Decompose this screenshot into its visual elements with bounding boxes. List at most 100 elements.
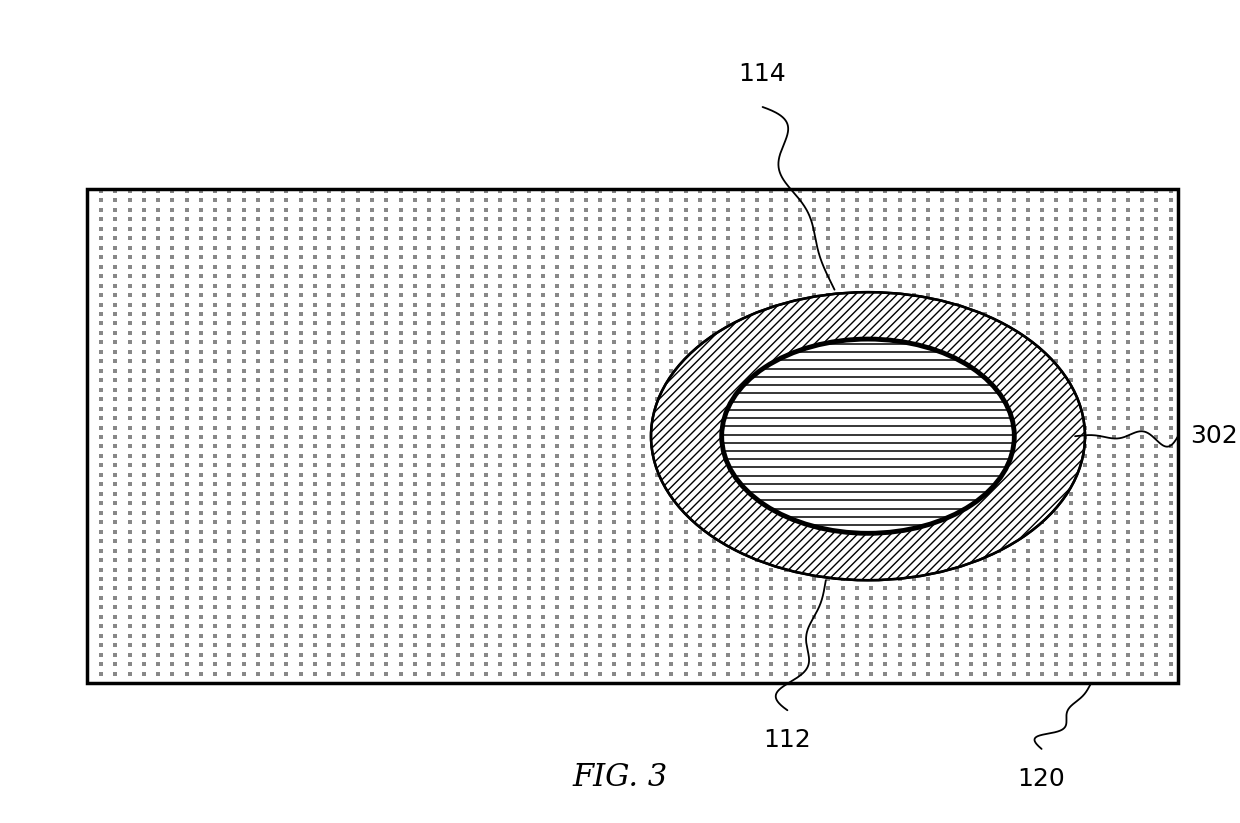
Point xyxy=(248,572,268,585)
Point xyxy=(219,430,239,444)
Point xyxy=(590,212,610,226)
Point xyxy=(1089,421,1109,434)
Point xyxy=(1003,298,1023,311)
Point xyxy=(689,193,709,207)
Point xyxy=(961,649,981,662)
Point xyxy=(362,374,382,387)
Point xyxy=(1146,374,1166,387)
Point xyxy=(704,412,724,425)
Point xyxy=(233,535,253,548)
Point xyxy=(533,412,553,425)
Point xyxy=(718,553,738,566)
Point xyxy=(448,345,467,358)
Point xyxy=(661,279,681,292)
Point xyxy=(718,535,738,548)
Point xyxy=(1003,279,1023,292)
Point xyxy=(1161,355,1180,368)
Point xyxy=(990,620,1009,633)
Point xyxy=(391,487,410,500)
Point xyxy=(334,402,353,415)
Point xyxy=(875,222,895,235)
Point xyxy=(932,279,952,292)
Point xyxy=(376,222,396,235)
Point xyxy=(490,288,510,301)
Point xyxy=(775,184,795,198)
Point xyxy=(205,279,226,292)
Point xyxy=(1032,582,1052,595)
Point xyxy=(419,449,439,463)
Point xyxy=(490,374,510,387)
Point xyxy=(575,544,595,557)
Point xyxy=(818,582,838,595)
Point xyxy=(1089,288,1109,301)
Point xyxy=(391,393,410,406)
Point xyxy=(277,439,296,453)
Point xyxy=(676,412,696,425)
Point xyxy=(277,506,296,519)
Point xyxy=(1032,279,1052,292)
Point xyxy=(604,222,624,235)
Point xyxy=(1075,345,1095,358)
Point xyxy=(433,563,453,576)
Point xyxy=(832,279,852,292)
Point xyxy=(262,496,281,509)
Point xyxy=(875,591,895,604)
Point xyxy=(733,298,753,311)
Point xyxy=(290,515,310,528)
Point xyxy=(461,393,481,406)
Point xyxy=(619,496,639,509)
Point xyxy=(404,649,424,662)
Point xyxy=(604,535,624,548)
Point xyxy=(676,458,696,472)
Point xyxy=(219,260,239,273)
Point xyxy=(518,279,538,292)
Point xyxy=(689,250,709,263)
Point xyxy=(119,620,139,633)
Point xyxy=(575,279,595,292)
Point xyxy=(391,364,410,377)
Point xyxy=(1089,298,1109,311)
Point xyxy=(533,383,553,396)
Point xyxy=(1075,544,1095,557)
Point xyxy=(647,241,667,254)
Point xyxy=(604,601,624,614)
Point xyxy=(1032,364,1052,377)
Point xyxy=(162,269,182,282)
Point xyxy=(975,241,994,254)
Point xyxy=(191,572,211,585)
Point xyxy=(1104,374,1123,387)
Point xyxy=(490,535,510,548)
Point xyxy=(404,260,424,273)
Point xyxy=(505,658,525,671)
Point xyxy=(518,326,538,339)
Point xyxy=(518,629,538,642)
Point xyxy=(1032,355,1052,368)
Point xyxy=(376,241,396,254)
Point xyxy=(191,515,211,528)
Point xyxy=(1161,506,1180,519)
Point xyxy=(1047,241,1066,254)
Point xyxy=(704,620,724,633)
Point xyxy=(1047,591,1066,604)
Point xyxy=(92,288,112,301)
Point xyxy=(861,279,880,292)
Point xyxy=(191,629,211,642)
Point xyxy=(191,649,211,662)
Point xyxy=(804,279,823,292)
Point xyxy=(433,393,453,406)
Point xyxy=(433,468,453,481)
Point xyxy=(1003,496,1023,509)
Point xyxy=(290,649,310,662)
Point xyxy=(1161,487,1180,500)
Point xyxy=(975,572,994,585)
Point xyxy=(733,544,753,557)
Point xyxy=(219,629,239,642)
Point xyxy=(1104,458,1123,472)
Point xyxy=(290,231,310,244)
Point xyxy=(391,279,410,292)
Point xyxy=(448,184,467,198)
Point xyxy=(889,193,909,207)
Point xyxy=(277,412,296,425)
Point xyxy=(661,345,681,358)
Point xyxy=(661,535,681,548)
